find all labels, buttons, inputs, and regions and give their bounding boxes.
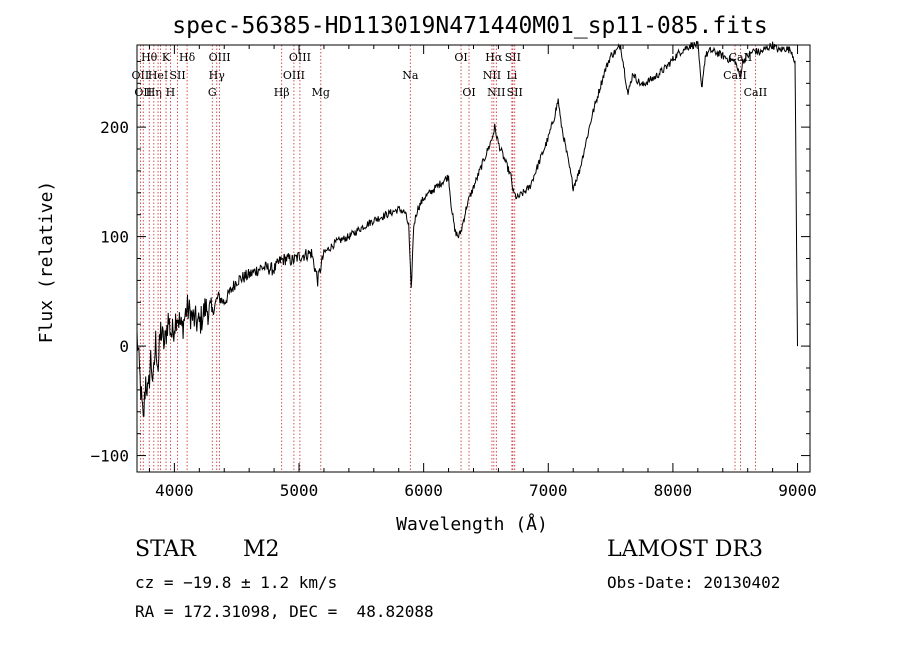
- object-class: STAR: [135, 537, 196, 562]
- y-axis-label: Flux (relative): [36, 181, 57, 344]
- x-tick-label: 6000: [404, 481, 443, 500]
- x-tick-label: 7000: [529, 481, 568, 500]
- coordinates-text: RA = 172.31098, DEC = 48.82088: [135, 602, 434, 621]
- survey-name: LAMOST DR3: [607, 537, 763, 562]
- line-marker-label: SII: [505, 51, 521, 64]
- y-tick-label: 100: [100, 228, 129, 247]
- line-marker-label: OI: [462, 86, 475, 99]
- plot-frame: [136, 44, 811, 473]
- line-marker-label: Na: [402, 69, 419, 82]
- y-tick-label: 200: [100, 118, 129, 137]
- chart-title: spec-56385-HD113019N471440M01_sp11-085.f…: [172, 13, 767, 39]
- line-marker-label: CaII: [744, 86, 768, 99]
- line-marker-label: OIII: [209, 51, 231, 64]
- y-tick-label: −100: [90, 447, 129, 466]
- line-marker-label: Hγ: [209, 69, 226, 82]
- line-marker-label: OII: [134, 86, 152, 99]
- line-marker-label: Li: [506, 69, 517, 82]
- line-marker-label: Hβ: [274, 86, 290, 99]
- line-marker-label: OIII: [289, 51, 311, 64]
- line-marker-label: K: [162, 51, 171, 64]
- line-marker-label: OII: [132, 69, 150, 82]
- line-marker-label: CaII: [723, 69, 747, 82]
- line-marker-label: Hδ: [179, 51, 196, 64]
- observation-date: Obs-Date: 20130402: [607, 573, 781, 592]
- line-marker-label: OIII: [283, 69, 305, 82]
- line-marker-label: SII: [507, 86, 523, 99]
- line-marker-label: OI: [454, 51, 467, 64]
- line-markers: OII OII Hθ Hη HeI K H SII Hδ G Hγ OIII Hβ OIII OIII Mg N…: [132, 45, 768, 472]
- x-tick-label: 5000: [280, 481, 319, 500]
- x-tick-label: 4000: [155, 481, 194, 500]
- redshift-text: cz = −19.8 ± 1.2 km/s: [135, 573, 338, 592]
- line-marker-label: NII: [483, 69, 501, 82]
- line-marker-label: Hα: [485, 51, 503, 64]
- x-tick-label: 9000: [778, 481, 817, 500]
- line-marker-label: NII: [487, 86, 505, 99]
- x-tick-label: 8000: [654, 481, 693, 500]
- line-marker-label: SII: [170, 69, 186, 82]
- line-marker-label: G: [208, 86, 217, 99]
- line-marker-label: H: [166, 86, 176, 99]
- line-marker-label: Hη: [146, 86, 162, 99]
- line-marker-label: Mg: [312, 86, 330, 99]
- axes: 4000 5000 6000 7000 8000 9000 −100 0 100 200: [90, 44, 817, 500]
- y-tick-label: 0: [119, 337, 129, 356]
- line-marker-label: Hθ: [141, 51, 158, 64]
- x-axis-label: Wavelength (Å): [396, 513, 548, 535]
- object-subclass: M2: [243, 537, 280, 562]
- spectrum-line: [136, 41, 798, 418]
- line-marker-label: HeI: [148, 69, 168, 82]
